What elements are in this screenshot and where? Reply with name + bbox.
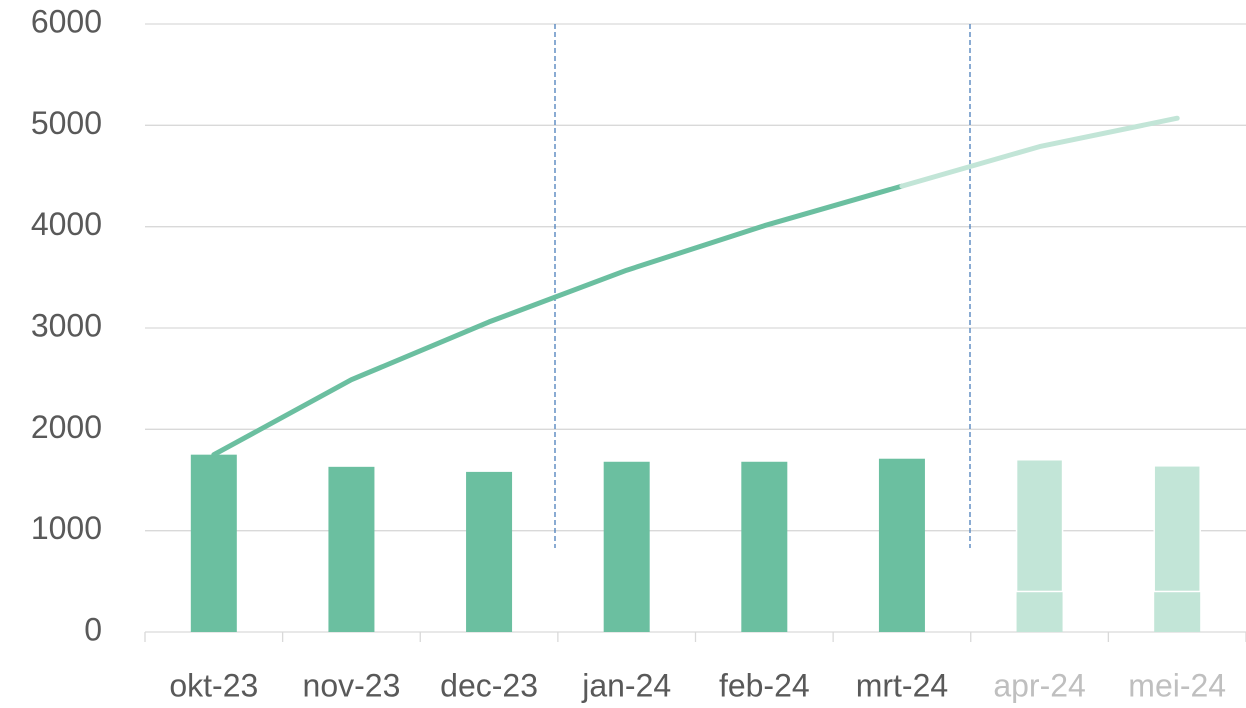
x-tick-label: feb-24 (719, 667, 810, 703)
bar (1154, 591, 1201, 632)
bar (190, 454, 237, 632)
bar (741, 461, 788, 632)
y-tick-label: 0 (84, 611, 102, 647)
x-tick-label: jan-24 (581, 667, 671, 703)
bar (466, 471, 513, 632)
x-tick-label: nov-23 (303, 667, 401, 703)
line (899, 115, 1180, 189)
x-tick-label: dec-23 (440, 667, 538, 703)
y-tick-label: 4000 (31, 206, 102, 242)
y-tick-label: 1000 (31, 510, 102, 546)
x-tick-label: apr-24 (993, 667, 1086, 703)
line (211, 183, 905, 458)
x-tick-label: okt-23 (169, 667, 258, 703)
y-tick-label: 2000 (31, 409, 102, 445)
bar (1153, 465, 1201, 593)
x-tick-label: mrt-24 (856, 667, 948, 703)
bar (1016, 591, 1063, 632)
y-tick-label: 3000 (31, 307, 102, 343)
y-tick-label: 6000 (31, 3, 102, 39)
bar (328, 466, 375, 632)
bar (603, 461, 650, 632)
x-tick-label: mei-24 (1128, 667, 1226, 703)
bar (1015, 458, 1064, 593)
bar (878, 458, 925, 632)
y-tick-label: 5000 (31, 105, 102, 141)
